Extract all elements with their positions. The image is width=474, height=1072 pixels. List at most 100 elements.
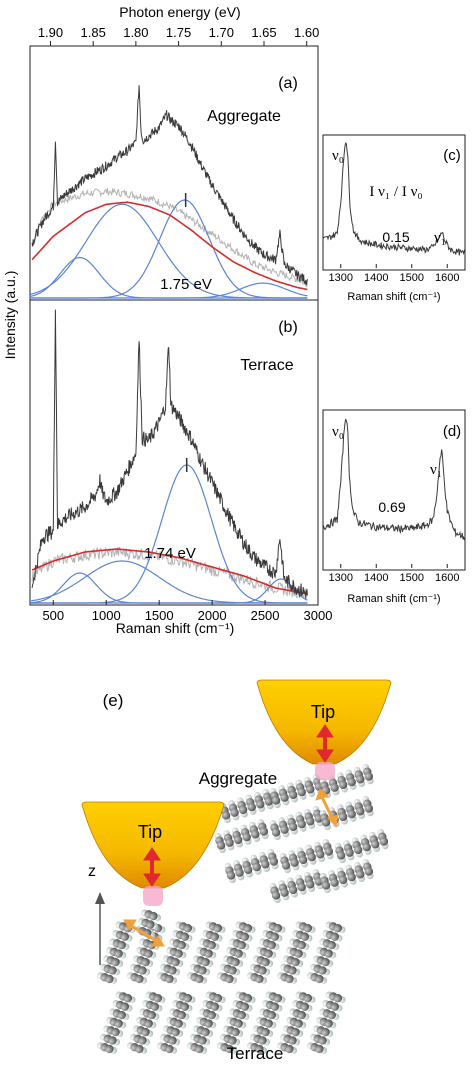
molecule	[307, 991, 346, 1054]
molecule	[97, 921, 136, 984]
molecule	[97, 991, 136, 1054]
molecule	[224, 849, 279, 884]
bottom-tick-label: 1500	[145, 608, 174, 623]
panel-b-sample-label: Terrace	[240, 357, 293, 374]
inset-d-label: (d)	[443, 423, 461, 440]
terrace-tip-arrow	[143, 847, 161, 887]
inset-tick-label: 1500	[400, 572, 424, 584]
inset-tick-label: 1300	[329, 272, 353, 284]
molecule	[187, 921, 226, 984]
inset-c-xlabel: Raman shift (cm⁻¹)	[347, 291, 440, 303]
inset-c-label: (c)	[443, 147, 461, 164]
inset-c-ratio-label: I ν₁ / I ν₀	[369, 184, 422, 200]
molecule	[217, 921, 256, 984]
molecule	[157, 991, 196, 1054]
terrace-dipole-arrow	[123, 919, 165, 947]
molecule	[217, 991, 256, 1054]
bottom-tick-label: 500	[42, 608, 64, 623]
inset-c-peak-nu1: ν₁	[434, 230, 446, 246]
inset-tick-label: 1600	[435, 572, 459, 584]
inset-spectrum	[322, 418, 466, 541]
molecule	[127, 921, 166, 984]
panel-b-annotation: 1.74 eV	[144, 545, 196, 562]
molecule	[319, 764, 374, 799]
inset-d-ticks: 1300 1400 1500 1600	[329, 564, 459, 584]
measured-spectrum	[31, 85, 308, 286]
terrace-label: Terrace	[227, 1044, 284, 1063]
inset-c-ratio-value: 0.15	[382, 229, 409, 245]
molecule	[247, 921, 286, 984]
top-tick-label: 1.90	[38, 25, 63, 40]
panel-b-plot	[29, 309, 308, 604]
top-tick-label: 1.60	[294, 25, 319, 40]
reference-spectrum	[31, 187, 308, 288]
inset-d-xlabel: Raman shift (cm⁻¹)	[347, 593, 440, 605]
molecule	[127, 991, 166, 1054]
top-tick-label: 1.70	[209, 25, 234, 40]
bottom-tick-label: 2500	[251, 608, 280, 623]
molecule	[269, 869, 324, 904]
aggregate-dipole-arrow	[315, 788, 339, 828]
molecule	[187, 991, 226, 1054]
fit-total-curve	[31, 548, 308, 595]
aggregate-tip: Tip	[256, 679, 392, 780]
panel-b-frame	[29, 299, 319, 606]
illustration: (e) Tip Aggregate Tip	[81, 679, 392, 1063]
inset-tick-label: 1300	[329, 572, 353, 584]
inset-d-ratio-value: 0.69	[378, 499, 405, 515]
inset-d-peak-nu0: ν₀	[332, 424, 344, 440]
z-axis-arrow	[95, 892, 105, 965]
molecule	[157, 921, 196, 984]
molecule	[279, 839, 334, 874]
x-axis-label: Raman shift (cm⁻¹)	[116, 620, 235, 636]
molecule	[277, 921, 316, 984]
bottom-tick-label: 3000	[304, 608, 333, 623]
main-chart: Photon energy (eV) 1.90 1.85 1.80 1.75 1.70 1…	[2, 4, 332, 636]
molecule	[319, 859, 374, 894]
y-axis-label: Intensity (a.u.)	[2, 271, 18, 360]
inset-c-chart: 1300 1400 1500 1600 Raman shift (cm⁻¹) (c) …	[322, 134, 466, 303]
aggregate-tip-label: Tip	[311, 702, 335, 722]
inset-tick-label: 1400	[364, 272, 388, 284]
molecule	[247, 991, 286, 1054]
panel-a-sample-label: Aggregate	[207, 108, 281, 125]
bottom-tick-label: 1000	[92, 608, 121, 623]
panel-b-label: (b)	[278, 319, 298, 336]
top-tick-label: 1.85	[81, 25, 106, 40]
inset-spectrum	[322, 142, 466, 256]
molecule	[269, 774, 324, 809]
top-tick-label: 1.80	[123, 25, 148, 40]
molecule	[214, 819, 269, 854]
bottom-tick-label: 2000	[198, 608, 227, 623]
aggregate-label: Aggregate	[199, 769, 277, 788]
inset-d-chart: 1300 1400 1500 1600 Raman shift (cm⁻¹) (d) …	[322, 409, 466, 605]
fit-total-curve	[31, 201, 308, 291]
molecule	[334, 829, 389, 864]
inset-c-ticks: 1300 1400 1500 1600	[329, 264, 459, 284]
inset-c-peak-nu0: ν₀	[332, 148, 344, 164]
inset-c-frame	[322, 134, 466, 271]
inset-d-frame	[322, 409, 466, 571]
inset-tick-label: 1400	[364, 572, 388, 584]
panel-a-label: (a)	[278, 75, 298, 92]
top-tick-label: 1.75	[166, 25, 191, 40]
bottom-axis-ticks: 500 1000 1500 2000 2500 3000	[42, 600, 332, 623]
fit-component-curve	[29, 203, 308, 299]
inset-c-plot	[322, 142, 466, 256]
z-axis-label: z	[88, 863, 96, 880]
panel-a-plot	[29, 85, 308, 299]
molecule-layers	[97, 764, 389, 1054]
molecule	[319, 796, 374, 831]
molecule	[219, 789, 274, 824]
fit-component-curve	[30, 464, 308, 604]
molecule	[277, 991, 316, 1054]
molecule	[307, 921, 346, 984]
terrace-tip: Tip	[81, 801, 225, 906]
panel-a-annotation: 1.75 eV	[160, 276, 212, 293]
fit-component-curve	[30, 578, 308, 604]
aggregate-tip-arrow	[316, 724, 334, 763]
top-axis-ticks: 1.90 1.85 1.80 1.75 1.70 1.65 1.60	[38, 25, 319, 46]
measured-spectrum	[31, 309, 308, 599]
fit-component-curve	[30, 282, 308, 299]
